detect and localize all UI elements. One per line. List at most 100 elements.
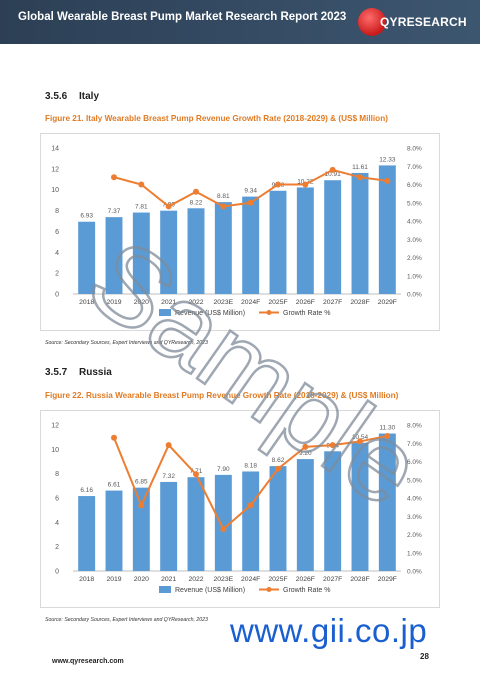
growth-rate-point	[165, 203, 172, 210]
legend-revenue-label: Revenue (US$ Million)	[175, 587, 245, 594]
gii-watermark: www.gii.co.jp	[230, 612, 428, 649]
legend-revenue-label: Revenue (US$ Million)	[175, 310, 245, 317]
section-number: 3.5.6	[45, 91, 68, 102]
y-tick-right: 3.0%	[407, 237, 422, 244]
y-tick-left: 12	[51, 166, 59, 173]
growth-rate-point	[357, 174, 363, 181]
y-tick-left: 12	[51, 423, 59, 430]
x-tick-label: 2025F	[268, 576, 287, 583]
growth-rate-point	[384, 432, 391, 439]
chart-italy-svg: 0 2 4 6 8 10 12 14 0.0% 1.0% 2.0% 3.0% 4.0% 5.0% 6.0% 7…	[51, 146, 422, 318]
y-tick-right: 2.0%	[407, 532, 422, 539]
bar-value-label: 9.34	[244, 188, 257, 195]
y-tick-right: 6.0%	[407, 459, 422, 466]
bar-value-label: 7.90	[217, 466, 230, 473]
x-tick-label: 2019	[106, 299, 121, 306]
report-header: Global Wearable Breast Pump Market Resea…	[0, 0, 480, 44]
bar-value-label: 6.93	[80, 213, 93, 220]
growth-rate-point	[220, 203, 227, 210]
chart-russia-svg: 0 2 4 6 8 10 12 0.0% 1.0% 2.0% 3.0% 4.0% 5.0% 6.0% 7.0…	[51, 423, 422, 595]
revenue-bar	[324, 180, 342, 294]
y-tick-left: 8	[55, 208, 59, 215]
section-name: Italy	[79, 91, 100, 102]
y-tick-left: 8	[55, 471, 59, 478]
x-tick-label: 2028F	[350, 299, 369, 306]
y-tick-left: 4	[55, 250, 59, 257]
revenue-bar	[378, 433, 396, 571]
growth-rate-point	[384, 177, 391, 184]
growth-rate-point	[302, 181, 309, 188]
x-tick-label: 2027F	[323, 576, 342, 583]
revenue-bar	[269, 190, 287, 294]
x-tick-label: 2024F	[241, 299, 260, 306]
x-tick-label: 2018	[79, 576, 94, 583]
growth-rate-point	[329, 166, 336, 173]
revenue-bar	[187, 477, 205, 571]
revenue-bar	[324, 451, 342, 571]
growth-rate-point	[165, 442, 172, 449]
section-heading-italy: 3.5.6 Italy	[45, 91, 99, 102]
revenue-bar	[132, 212, 150, 294]
y-tick-left: 6	[55, 229, 59, 236]
y-tick-right: 7.0%	[407, 441, 422, 448]
figure-21-caption: Figure 21. Italy Wearable Breast Pump Re…	[45, 114, 388, 123]
bar-value-label: 7.32	[162, 473, 175, 480]
y-tick-left: 0	[55, 569, 59, 576]
bar-value-label: 6.16	[80, 487, 93, 494]
x-tick-label: 2021	[161, 299, 176, 306]
bar-value-label: 7.37	[108, 208, 121, 215]
legend-revenue-swatch	[159, 586, 171, 593]
bar-value-label: 8.62	[272, 457, 285, 464]
revenue-bar	[105, 490, 123, 571]
y-tick-right: 4.0%	[407, 219, 422, 226]
x-tick-label: 2026F	[296, 576, 315, 583]
growth-rate-point	[193, 188, 199, 195]
y-tick-left: 10	[51, 447, 59, 454]
page-number: 28	[420, 652, 429, 661]
bar-value-label: 7.81	[135, 204, 148, 211]
bar-value-label: 6.61	[108, 482, 121, 489]
y-tick-left: 2	[55, 271, 59, 278]
legend-growth-label: Growth Rate %	[283, 587, 330, 594]
y-tick-right: 0.0%	[407, 292, 422, 299]
revenue-bar	[214, 474, 232, 571]
legend-revenue-swatch	[159, 309, 171, 316]
y-tick-left: 0	[55, 292, 59, 299]
chart-italy: 0 2 4 6 8 10 12 14 0.0% 1.0% 2.0% 3.0% 4.0% 5.0% 6.0% 7…	[40, 133, 440, 331]
y-tick-right: 5.0%	[407, 477, 422, 484]
y-tick-right: 3.0%	[407, 514, 422, 521]
section-number: 3.5.7	[45, 367, 68, 378]
qyresearch-logo: QYRESEARCH	[358, 8, 468, 38]
legend-growth-marker	[266, 310, 272, 315]
bar-value-label: 10.91	[325, 171, 342, 178]
revenue-bar	[378, 165, 396, 294]
revenue-bar	[187, 208, 205, 294]
revenue-bar	[78, 221, 96, 294]
x-tick-label: 2020	[134, 576, 149, 583]
x-tick-label: 2026F	[296, 299, 315, 306]
section-heading-russia: 3.5.7 Russia	[45, 367, 112, 378]
x-tick-label: 2019	[106, 576, 121, 583]
growth-rate-point	[275, 465, 281, 472]
growth-rate-point	[220, 526, 227, 533]
revenue-bar	[132, 487, 150, 571]
y-tick-right: 1.0%	[407, 550, 422, 557]
bar-value-label: 8.22	[190, 199, 203, 206]
y-tick-left: 4	[55, 520, 59, 527]
y-tick-right: 6.0%	[407, 182, 422, 189]
growth-rate-point	[138, 181, 145, 188]
growth-rate-point	[247, 502, 254, 509]
y-tick-right: 0.0%	[407, 569, 422, 576]
growth-rate-point	[357, 438, 363, 445]
globe-icon	[358, 8, 386, 36]
y-tick-right: 7.0%	[407, 164, 422, 171]
legend-growth-label: Growth Rate %	[283, 310, 330, 317]
growth-rate-point	[247, 199, 254, 206]
growth-rate-point	[111, 434, 117, 441]
y-tick-right: 1.0%	[407, 273, 422, 280]
x-tick-label: 2029F	[378, 576, 397, 583]
y-tick-right: 8.0%	[407, 146, 422, 153]
bar-value-label: 12.33	[379, 156, 396, 163]
x-tick-label: 2021	[161, 576, 176, 583]
footer-url: www.qyresearch.com	[52, 658, 124, 665]
